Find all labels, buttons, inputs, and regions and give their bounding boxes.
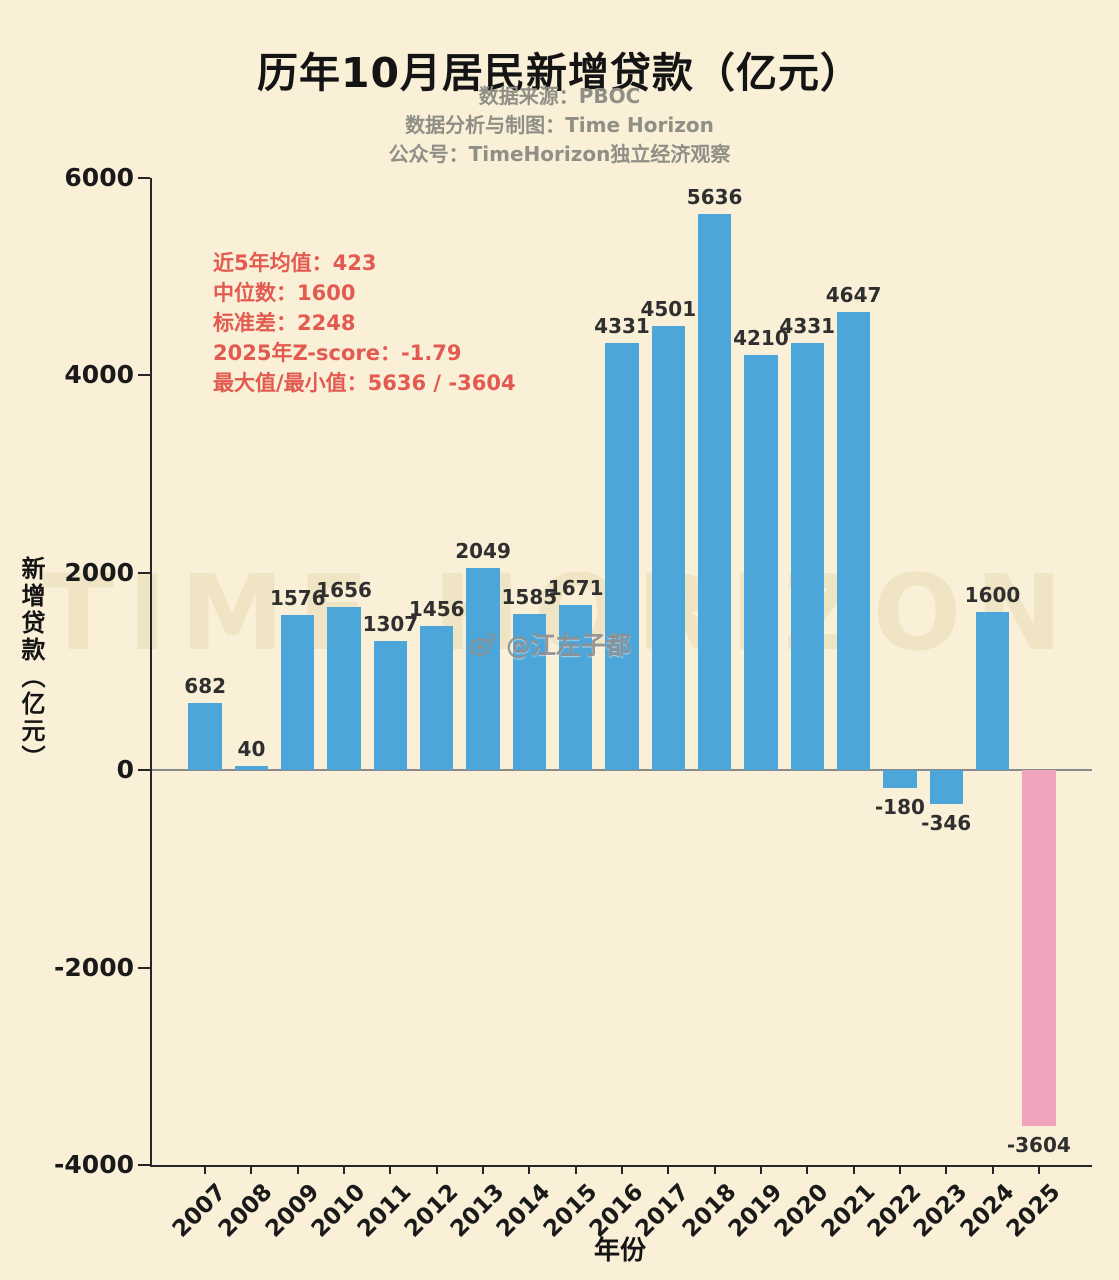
y-tick-label: -2000 (54, 952, 134, 982)
bar (975, 612, 1010, 771)
bar (559, 605, 593, 771)
background-watermark: TIME HORIZON (42, 552, 1062, 674)
bar (327, 606, 361, 771)
bar (697, 213, 732, 771)
bar-value-label: 2049 (455, 538, 511, 563)
weibo-eye-icon (469, 632, 498, 656)
bar-value-label: -180 (874, 794, 925, 819)
bar-value-label: 4331 (779, 313, 836, 338)
y-tick-label: 0 (116, 755, 134, 785)
x-tick-mark (343, 1165, 346, 1174)
x-tick-mark (713, 1165, 716, 1174)
chart-subtitle: 数据来源：PBOC 数据分析与制图：Time Horizon 公众号：TimeH… (0, 82, 1119, 169)
stat-median: 中位数：1600 (213, 281, 356, 305)
y-tick-label: 2000 (64, 557, 134, 587)
bar (373, 641, 408, 771)
bar-value-label: 40 (237, 737, 266, 762)
weibo-handle: @江左子都 (506, 631, 632, 660)
stat-mean: 近5年均值：423 (213, 251, 377, 275)
y-axis-label: 新增贷款（亿元） (17, 556, 45, 772)
bar-value-label: 1307 (362, 612, 419, 637)
x-tick-mark (945, 1165, 948, 1174)
bar-value-label: 1671 (547, 576, 604, 601)
stat-minmax: 最大值/最小值：5636 / -3604 (213, 371, 516, 395)
x-tick-mark (574, 1165, 577, 1174)
y-tick-label: -4000 (54, 1150, 134, 1179)
y-tick-mark (138, 769, 150, 772)
bar (281, 614, 315, 771)
y-tick-mark (138, 966, 150, 969)
bar (234, 766, 269, 771)
x-tick-mark (991, 1165, 994, 1174)
bar-value-label: 4210 (733, 325, 789, 350)
stat-zscore: 2025年Z-score：-1.79 (213, 341, 462, 365)
y-tick-label: 4000 (64, 360, 134, 390)
bar-value-label: 1456 (408, 597, 465, 622)
bar-value-label: 1600 (964, 583, 1021, 608)
x-tick-mark (667, 1165, 670, 1174)
bar (466, 567, 500, 771)
bar (605, 342, 639, 771)
weibo-watermark: @江左子都 (468, 626, 631, 662)
stat-stddev: 标准差：2248 (213, 311, 356, 335)
x-tick-mark (852, 1165, 855, 1174)
x-tick-mark (806, 1165, 809, 1174)
bar-value-label: 682 (184, 673, 227, 698)
bar (790, 342, 824, 771)
bar-value-label: 1576 (269, 585, 326, 610)
bar (420, 626, 454, 771)
bar-value-label: 4647 (825, 282, 882, 307)
x-tick-mark (389, 1165, 392, 1174)
y-tick-label: 6000 (64, 163, 134, 192)
x-tick-mark (250, 1165, 253, 1174)
x-tick-mark (621, 1165, 623, 1174)
bar (512, 613, 547, 771)
bar-value-label: 4501 (640, 296, 697, 321)
bar-value-label: 1656 (316, 577, 372, 602)
x-tick-mark (898, 1165, 901, 1174)
x-tick-mark (435, 1165, 438, 1174)
y-tick-mark (138, 571, 150, 574)
subtitle-account: 公众号：TimeHorizon独立经济观察 (388, 142, 731, 166)
subtitle-author: 数据分析与制图：Time Horizon (405, 113, 714, 137)
bar-value-label: -346 (921, 811, 972, 836)
y-tick-mark (138, 1164, 150, 1166)
bar (836, 311, 871, 771)
bar (188, 702, 222, 771)
bar (883, 770, 917, 788)
x-tick-mark (482, 1165, 485, 1174)
y-tick-mark (138, 374, 150, 377)
chart-title: 历年10月居民新增贷款（亿元） (256, 49, 863, 98)
x-tick-mark (759, 1165, 762, 1174)
plot-area: 6000 4000 2000 0 -2000 -4000 682 2007 40 2008 1576… (54, 163, 1092, 1243)
y-tick-mark (138, 177, 150, 179)
stats-annotation: 近5年均值：423 中位数：1600 标准差：2248 2025年Z-score… (213, 248, 516, 398)
bar-value-label: 4331 (594, 313, 650, 338)
x-tick-mark (1037, 1165, 1040, 1174)
x-tick-mark (528, 1165, 531, 1174)
bar (929, 770, 963, 805)
zero-line (152, 769, 1092, 772)
bar (1022, 770, 1056, 1126)
bar-value-label: -3604 (1006, 1132, 1071, 1157)
subtitle-source: 数据来源：PBOC (478, 84, 641, 108)
x-tick-mark (204, 1165, 207, 1174)
x-tick-mark (296, 1165, 299, 1174)
x-axis-label: 年份 (593, 1236, 646, 1266)
bar-value-label: 1585 (501, 584, 558, 609)
bar-value-label: 5636 (686, 184, 743, 209)
bar (651, 325, 685, 771)
bar (744, 354, 778, 771)
